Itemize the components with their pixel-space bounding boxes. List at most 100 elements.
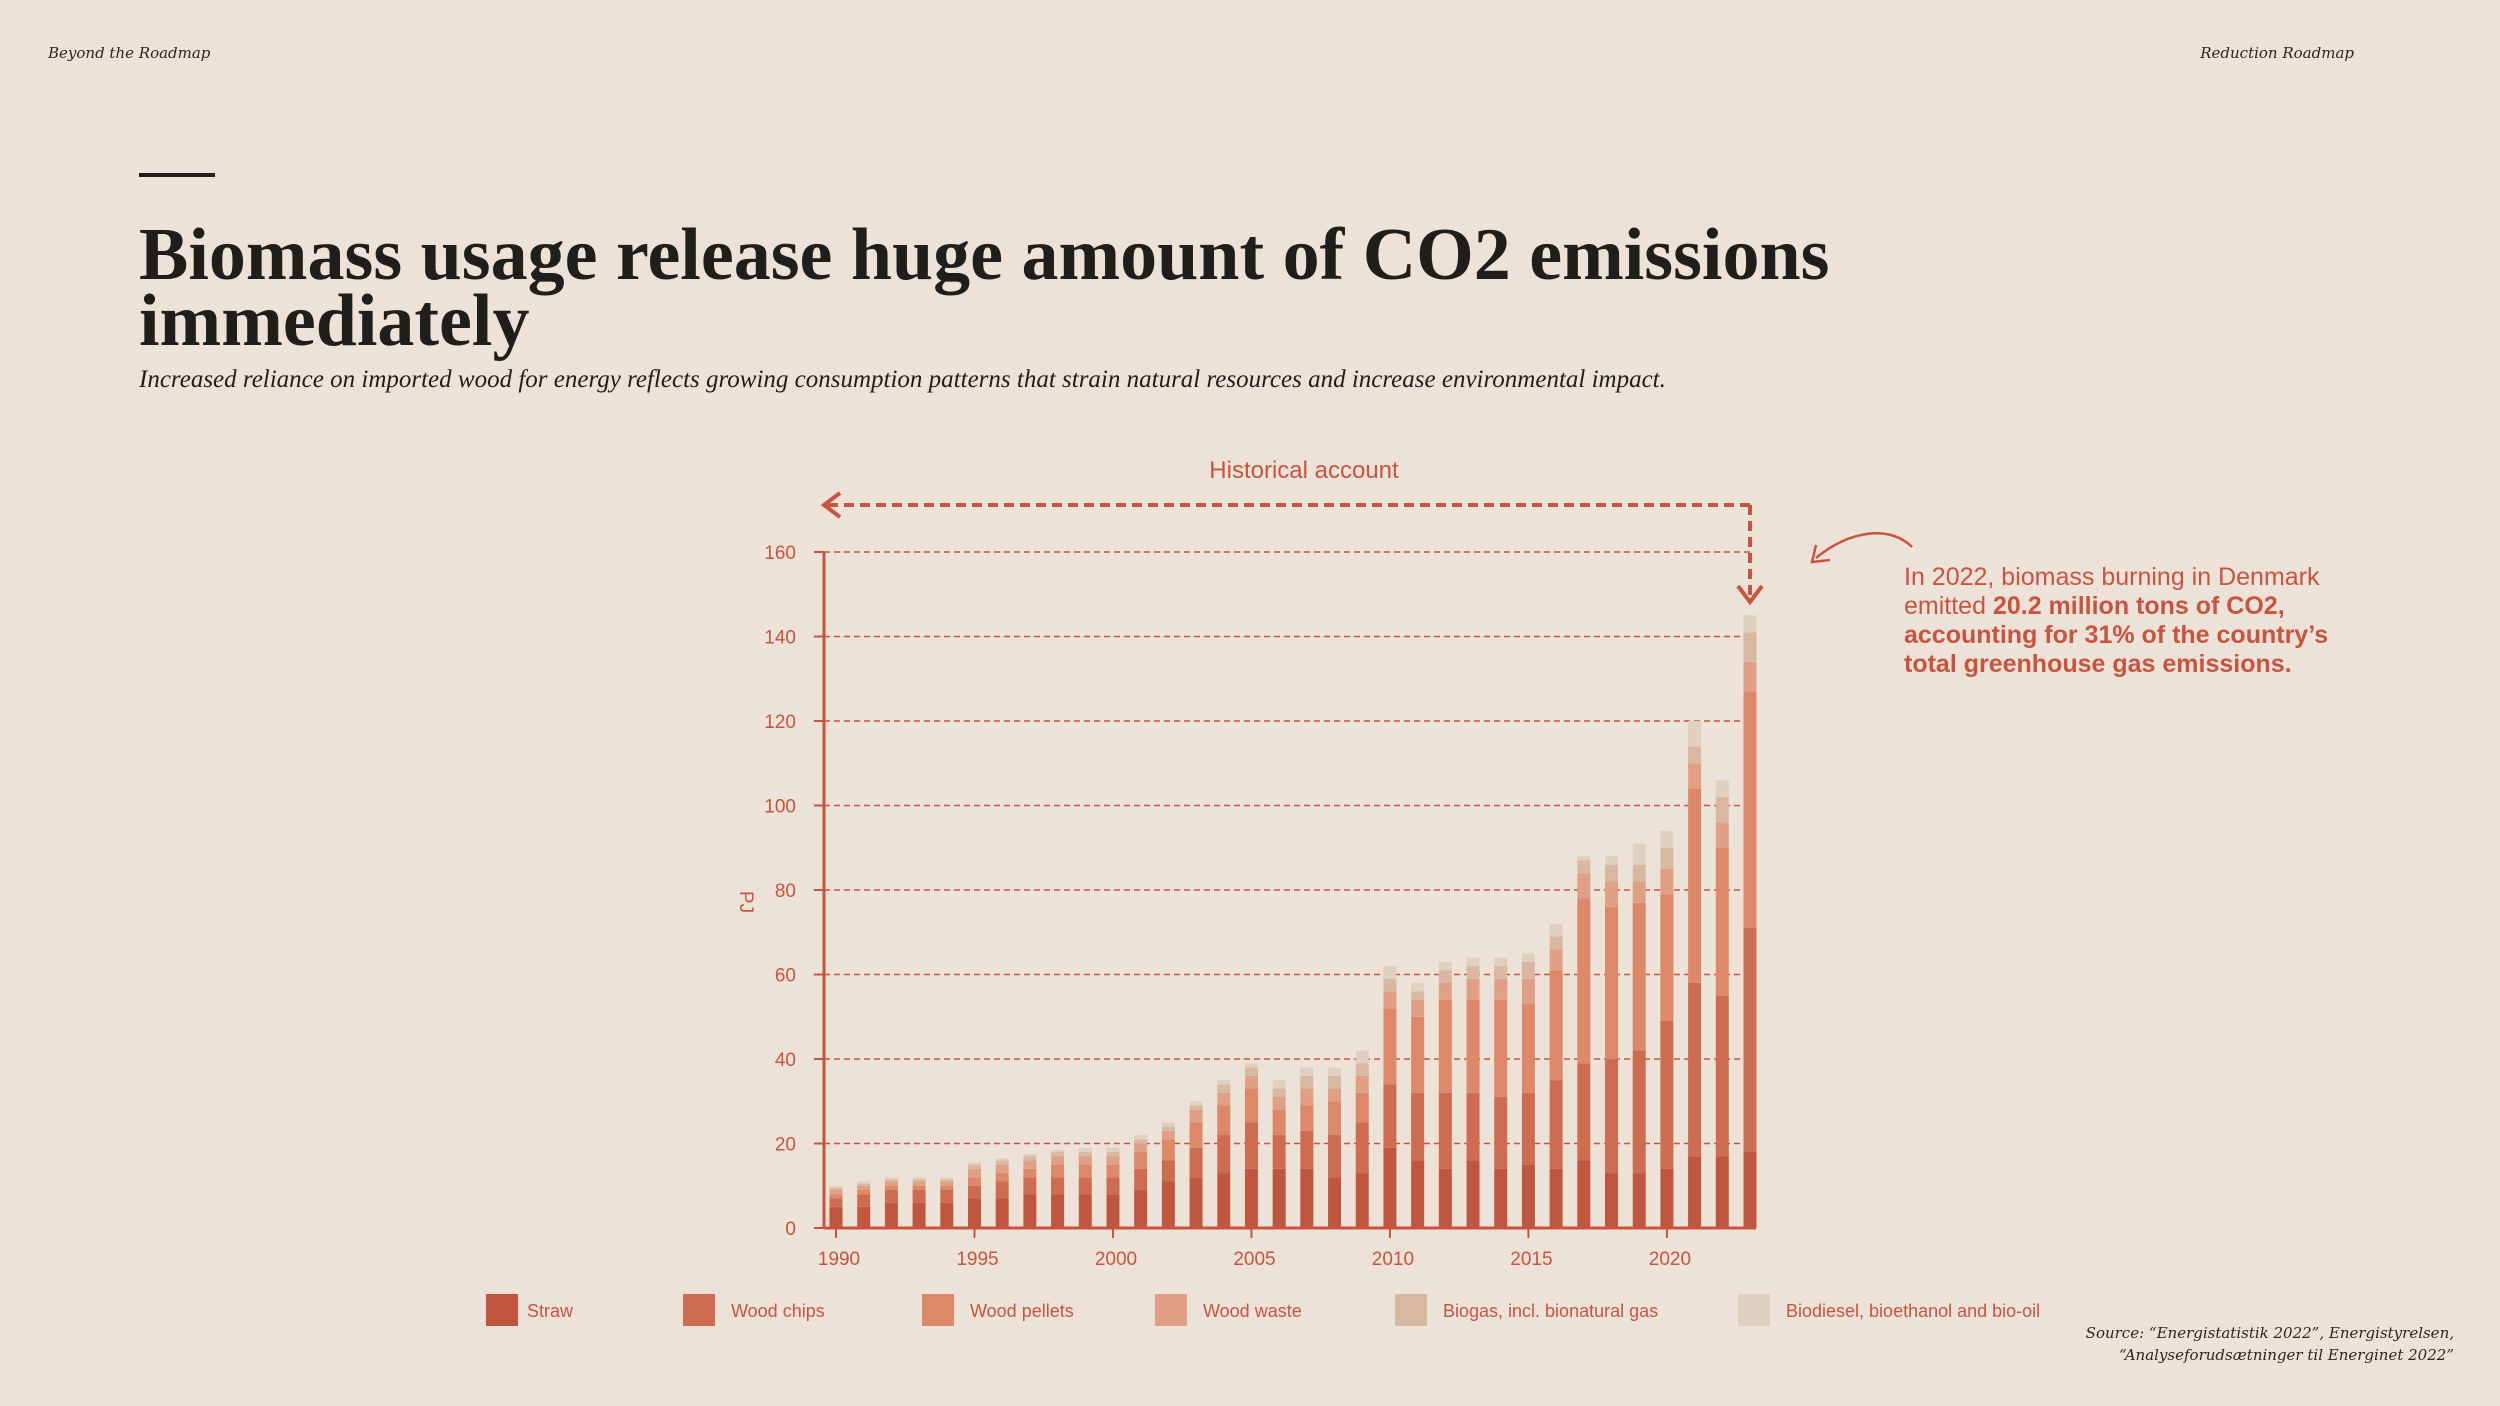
y-axis-label: PJ <box>735 891 756 913</box>
bar-segment <box>1023 1177 1037 1195</box>
bar-segment <box>1632 843 1646 865</box>
bar-segment <box>1521 978 1535 1005</box>
bar-segment <box>1355 1075 1369 1093</box>
bar-segment <box>995 1198 1009 1228</box>
callout-text: In 2022, biomass burning in Denmark emit… <box>1904 563 2374 679</box>
curved-pointer-arrow-icon <box>1815 532 1913 559</box>
bar-segment <box>1660 1168 1674 1228</box>
bar-segment <box>1023 1154 1037 1157</box>
bar-segment <box>1743 615 1757 633</box>
bar-segment <box>1715 847 1729 996</box>
bar-segment <box>1244 1075 1258 1089</box>
y-tick-label: 140 <box>764 628 796 649</box>
bar-segment <box>995 1173 1009 1182</box>
bar-segment <box>1051 1164 1065 1178</box>
y-tick-label: 100 <box>764 797 796 818</box>
bar-segment <box>1632 1173 1646 1228</box>
bar-segment <box>995 1181 1009 1199</box>
bar-segment <box>1605 1173 1619 1228</box>
bar-segment <box>1106 1147 1120 1152</box>
bar-segment <box>1660 894 1674 1021</box>
bar-segment <box>1328 1177 1342 1228</box>
y-tick-label: 60 <box>775 966 796 987</box>
bar-segment <box>1438 961 1452 971</box>
bar-segment <box>1715 1156 1729 1228</box>
x-tick-label: 2020 <box>1649 1249 1691 1270</box>
bar-segment <box>1134 1143 1148 1152</box>
bar-segment <box>1355 1050 1369 1064</box>
bar-segment <box>1549 949 1563 971</box>
arrow-head-left-icon <box>820 491 842 519</box>
bar-segment <box>857 1194 871 1207</box>
bar-segment <box>1244 1088 1258 1123</box>
bar-segment <box>884 1202 898 1228</box>
bar-segment <box>1189 1101 1203 1106</box>
bar-segment <box>1189 1122 1203 1148</box>
header-left-label: Beyond the Roadmap <box>48 44 211 62</box>
bar-segment <box>1300 1067 1314 1076</box>
bar-segment <box>940 1202 954 1228</box>
bar-segment <box>1161 1139 1175 1161</box>
bar-segment <box>1521 953 1535 962</box>
legend-swatch <box>1155 1294 1187 1326</box>
bar-segment <box>1189 1109 1203 1123</box>
bar-segment <box>912 1189 926 1203</box>
bar-segment <box>1688 721 1702 747</box>
bar-segment <box>1217 1080 1231 1085</box>
bar-segment <box>1078 1164 1092 1178</box>
bar-segment <box>1051 1194 1065 1228</box>
x-tick-label: 2005 <box>1233 1249 1275 1270</box>
bar-segment <box>1078 1194 1092 1228</box>
source-note: Source: “Energistatistik 2022”, Energist… <box>1854 1322 2454 1366</box>
bar-segment <box>1244 1067 1258 1076</box>
bar-segment <box>1355 1063 1369 1076</box>
bar-segment <box>1272 1168 1286 1228</box>
bar-segment <box>1411 991 1425 1000</box>
legend-label: Wood waste <box>1203 1301 1302 1321</box>
bar-segment <box>1134 1168 1148 1190</box>
bar-segment <box>1300 1168 1314 1228</box>
bar-segment <box>1272 1097 1286 1110</box>
bar-segment <box>1411 1092 1425 1161</box>
bar-segment <box>884 1181 898 1186</box>
bar-segment <box>1023 1160 1037 1169</box>
header-right-label: Reduction Roadmap <box>2200 44 2354 62</box>
bar-segment <box>1743 1151 1757 1228</box>
bar-segment <box>1106 1177 1120 1195</box>
bar-segment <box>1217 1105 1231 1136</box>
callout-text-regular: In 2022, biomass burning in Denmark emit… <box>1904 563 2320 620</box>
bar-segment <box>1715 780 1729 798</box>
bar-segment <box>1521 1164 1535 1228</box>
bar-segment <box>1217 1173 1231 1228</box>
bar-segment <box>829 1194 843 1199</box>
bar-segment <box>940 1185 954 1190</box>
bar-segment <box>1660 868 1674 895</box>
bar-segment <box>1743 661 1757 692</box>
curved-pointer-arrow-head-icon <box>1810 544 1831 564</box>
bar-segment <box>1411 999 1425 1017</box>
bar-segment <box>1161 1160 1175 1182</box>
bar-segment <box>1715 995 1729 1157</box>
bar-segment <box>1189 1147 1203 1178</box>
bar-segment <box>1743 928 1757 1152</box>
bar-segment <box>912 1181 926 1186</box>
x-tick-label: 2015 <box>1510 1249 1552 1270</box>
bar-segment <box>1688 982 1702 1157</box>
bar-segment <box>1577 1160 1591 1228</box>
bar-segment <box>1632 1050 1646 1174</box>
bar-segment <box>940 1189 954 1203</box>
bar-segment <box>1106 1151 1120 1157</box>
bar-segment <box>1328 1088 1342 1102</box>
bar-segment <box>940 1181 954 1186</box>
bar-segment <box>1605 864 1619 882</box>
bar-segment <box>857 1183 871 1186</box>
bar-segment <box>995 1160 1009 1165</box>
x-tick-label: 1995 <box>956 1249 998 1270</box>
bar-segment <box>829 1206 843 1228</box>
bar-segment <box>1466 957 1480 967</box>
bar-segment <box>857 1181 871 1184</box>
legend-swatch <box>1738 1294 1770 1326</box>
bar-segment <box>967 1162 981 1165</box>
x-tick-label: 2010 <box>1372 1249 1414 1270</box>
bar-segment <box>967 1185 981 1199</box>
